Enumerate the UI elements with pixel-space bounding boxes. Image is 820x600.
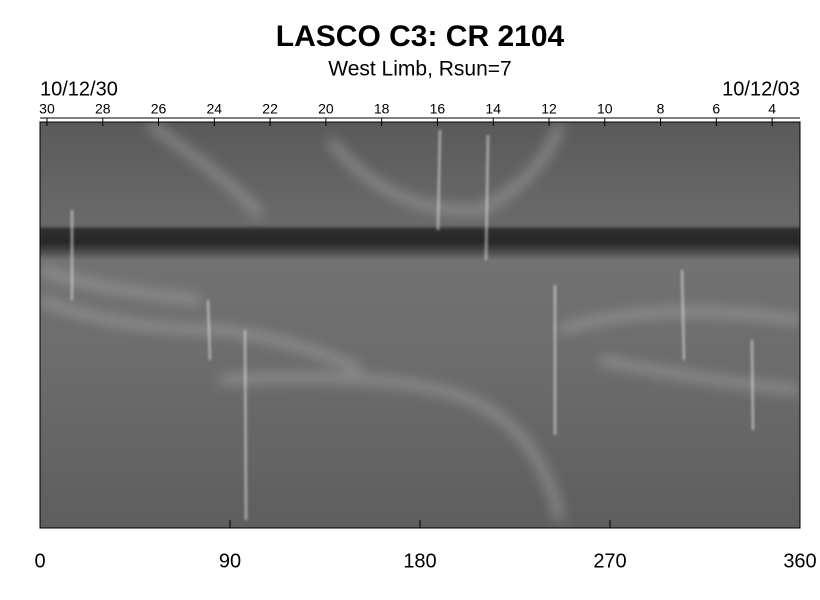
top-tick-label: 12: [541, 101, 557, 117]
end-date: 10/12/03: [722, 78, 800, 100]
top-tick-label: 26: [151, 101, 167, 117]
x-tick-label: 270: [593, 550, 626, 572]
start-date: 10/12/30: [40, 78, 118, 100]
x-tick-label: 360: [783, 550, 816, 572]
map-image: [40, 122, 800, 528]
chart-subtitle: West Limb, Rsun=7: [328, 58, 511, 81]
top-tick-label: 22: [262, 101, 278, 117]
chart-title: LASCO C3: CR 2104: [276, 20, 565, 53]
top-tick-label: 10: [597, 101, 613, 117]
top-tick-label: 8: [657, 101, 665, 117]
top-tick-label: 28: [95, 101, 111, 117]
top-tick-label: 16: [430, 101, 446, 117]
top-tick-label: 18: [374, 101, 390, 117]
top-tick-label: 24: [207, 101, 223, 117]
top-tick-label: 20: [318, 101, 334, 117]
top-tick-label: 30: [39, 101, 55, 117]
x-tick-label: 180: [403, 550, 436, 572]
top-tick-label: 6: [712, 101, 720, 117]
top-tick-label: 14: [485, 101, 501, 117]
x-tick-label: 0: [34, 550, 45, 572]
x-tick-label: 90: [219, 550, 241, 572]
top-tick-label: 4: [768, 101, 776, 117]
